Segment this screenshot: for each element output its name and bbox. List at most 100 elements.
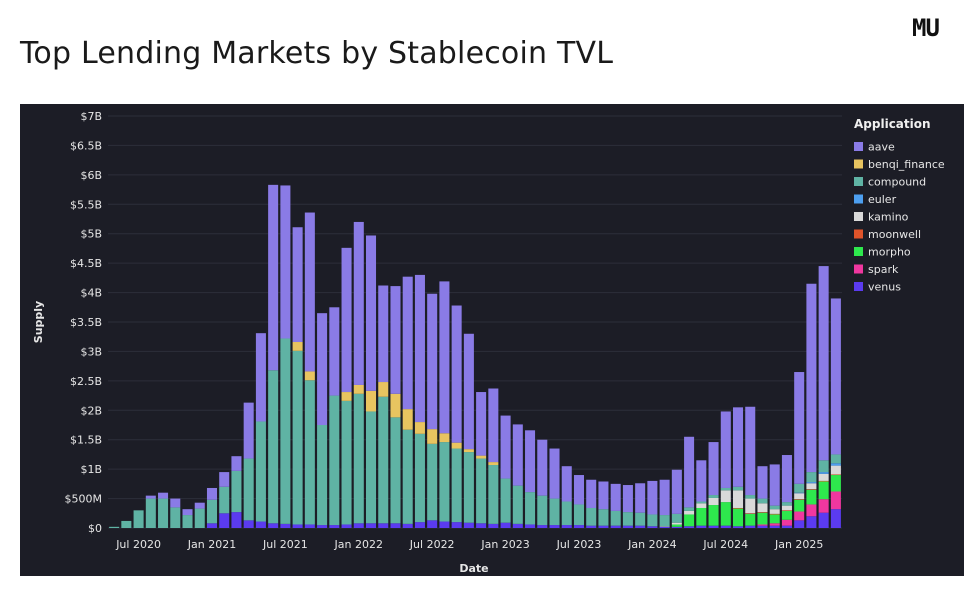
bar-venus-2021-11 [329,525,340,528]
bar-benqi-finance-2022-03 [378,382,389,397]
bar-compound-2020-07 [133,510,144,528]
bar-euler-2025-02 [806,482,817,484]
bar-aave-2023-04 [537,439,548,496]
bar-benqi-finance-2022-02 [366,390,377,412]
bar-aave-2022-03 [378,285,389,383]
bar-aave-2025-01 [794,372,805,484]
bar-compound-2024-08 [733,486,744,491]
bar-compound-2020-05 [109,526,120,528]
bar-aave-2022-02 [366,235,377,391]
bar-compound-2023-07 [573,504,584,526]
bar-compound-2022-08 [439,442,450,522]
bar-aave-2023-09 [598,481,609,510]
bar-spark-2025-04 [830,491,841,510]
bar-compound-2021-06 [268,370,279,524]
bar-morpho-2024-04 [684,514,695,527]
bar-kamino-2025-02 [806,483,817,490]
bar-benqi-finance-2022-01 [353,384,364,394]
bar-aave-2021-11 [329,307,340,396]
bar-aave-2024-06 [708,442,719,496]
bar-venus-2023-12 [635,525,646,528]
bar-compound-2021-12 [341,400,352,525]
bar-venus-2021-09 [304,524,315,528]
bars [109,184,841,528]
bar-venus-2024-11 [769,525,780,528]
bar-aave-2022-12 [488,388,499,463]
brand-logo: MU [912,14,940,42]
bar-compound-2023-05 [549,498,560,526]
bar-compound-2020-06 [121,520,132,528]
bar-benqi-finance-2022-09 [451,442,462,449]
bar-compound-2024-12 [781,502,792,506]
bar-benqi-finance-2022-05 [402,409,413,430]
bar-aave-2022-09 [451,305,462,443]
bar-compound-2024-06 [708,495,719,498]
bar-compound-2022-09 [451,448,462,523]
page-title: Top Lending Markets by Stablecoin TVL [20,36,614,71]
bar-compound-2022-07 [427,443,438,521]
y-tick-label: $1.5B [70,434,102,447]
bar-compound-2020-09 [158,498,169,528]
bar-aave-2023-03 [525,430,536,493]
bar-aave-2024-09 [745,406,756,496]
bar-compound-2023-04 [537,495,548,526]
bar-compound-2024-02 [659,515,670,527]
y-tick-label: $4B [80,287,102,300]
bar-aave-2024-05 [696,460,707,502]
bar-compound-2024-11 [769,505,780,510]
bar-aave-2024-08 [733,407,744,487]
bar-venus-2023-03 [525,524,536,528]
bar-morpho-2025-02 [806,489,817,505]
legend-label-kamino: kamino [868,211,909,224]
bar-aave-2025-04 [830,298,841,455]
bar-compound-2022-05 [402,429,413,524]
bar-compound-2022-11 [476,458,487,524]
bar-aave-2023-01 [500,415,511,479]
x-axis-ticks: Jul 2020 Jan 2021 Jul 2021 Jan 2022 Jul 2022… [115,538,823,551]
bar-kamino-2025-03 [818,473,829,481]
legend-swatch-kamino [854,212,863,221]
bar-venus-2023-04 [537,525,548,528]
bar-venus-2023-09 [598,525,609,528]
bar-spark-2025-03 [818,499,829,513]
bar-venus-2022-03 [378,523,389,528]
x-tick-label: Jul 2020 [115,538,161,551]
bar-aave-2024-10 [757,466,768,499]
bar-venus-2022-06 [414,522,425,528]
bar-venus-2024-06 [708,525,719,528]
bar-aave-2020-08 [145,495,156,499]
bar-aave-2023-06 [561,466,572,502]
x-tick-label: Jan 2023 [480,538,529,551]
bar-venus-2021-01 [206,523,217,528]
y-tick-label: $5.5B [70,198,102,211]
bar-compound-2024-09 [745,495,756,499]
bar-aave-2023-07 [573,475,584,505]
bar-compound-2022-01 [353,393,364,524]
bar-moonwell-2024-09 [745,513,756,514]
bar-aave-2021-08 [292,227,303,343]
bar-aave-2021-10 [317,313,328,425]
bar-aave-2023-05 [549,448,560,499]
y-tick-label: $500M [65,493,103,506]
bar-aave-2021-12 [341,247,352,393]
legend-swatch-venus [854,282,863,291]
bar-compound-2021-04 [243,458,254,521]
bar-venus-2023-02 [512,523,523,528]
bar-venus-2024-05 [696,525,707,528]
bar-venus-2022-11 [476,523,487,528]
bar-spark-2024-11 [769,523,780,526]
bar-benqi-finance-2022-07 [427,429,438,444]
y-axis-ticks: $0 $500M $1B $1.5B $2B $2.5B $3B $3.5B $4B $4.5B $… [65,110,103,535]
bar-compound-2025-02 [806,472,817,483]
bar-compound-2021-07 [280,338,291,524]
bar-compound-2022-04 [390,417,401,524]
bar-morpho-2024-10 [757,512,768,525]
bar-aave-2022-10 [463,333,474,450]
bar-kamino-2024-02 [659,526,670,527]
x-tick-label: Jan 2025 [774,538,823,551]
bar-venus-2023-08 [586,525,597,528]
bar-compound-2025-01 [794,483,805,493]
y-axis-title: Supply [32,301,45,343]
bar-venus-2025-01 [794,520,805,528]
bar-compound-2023-06 [561,501,572,526]
